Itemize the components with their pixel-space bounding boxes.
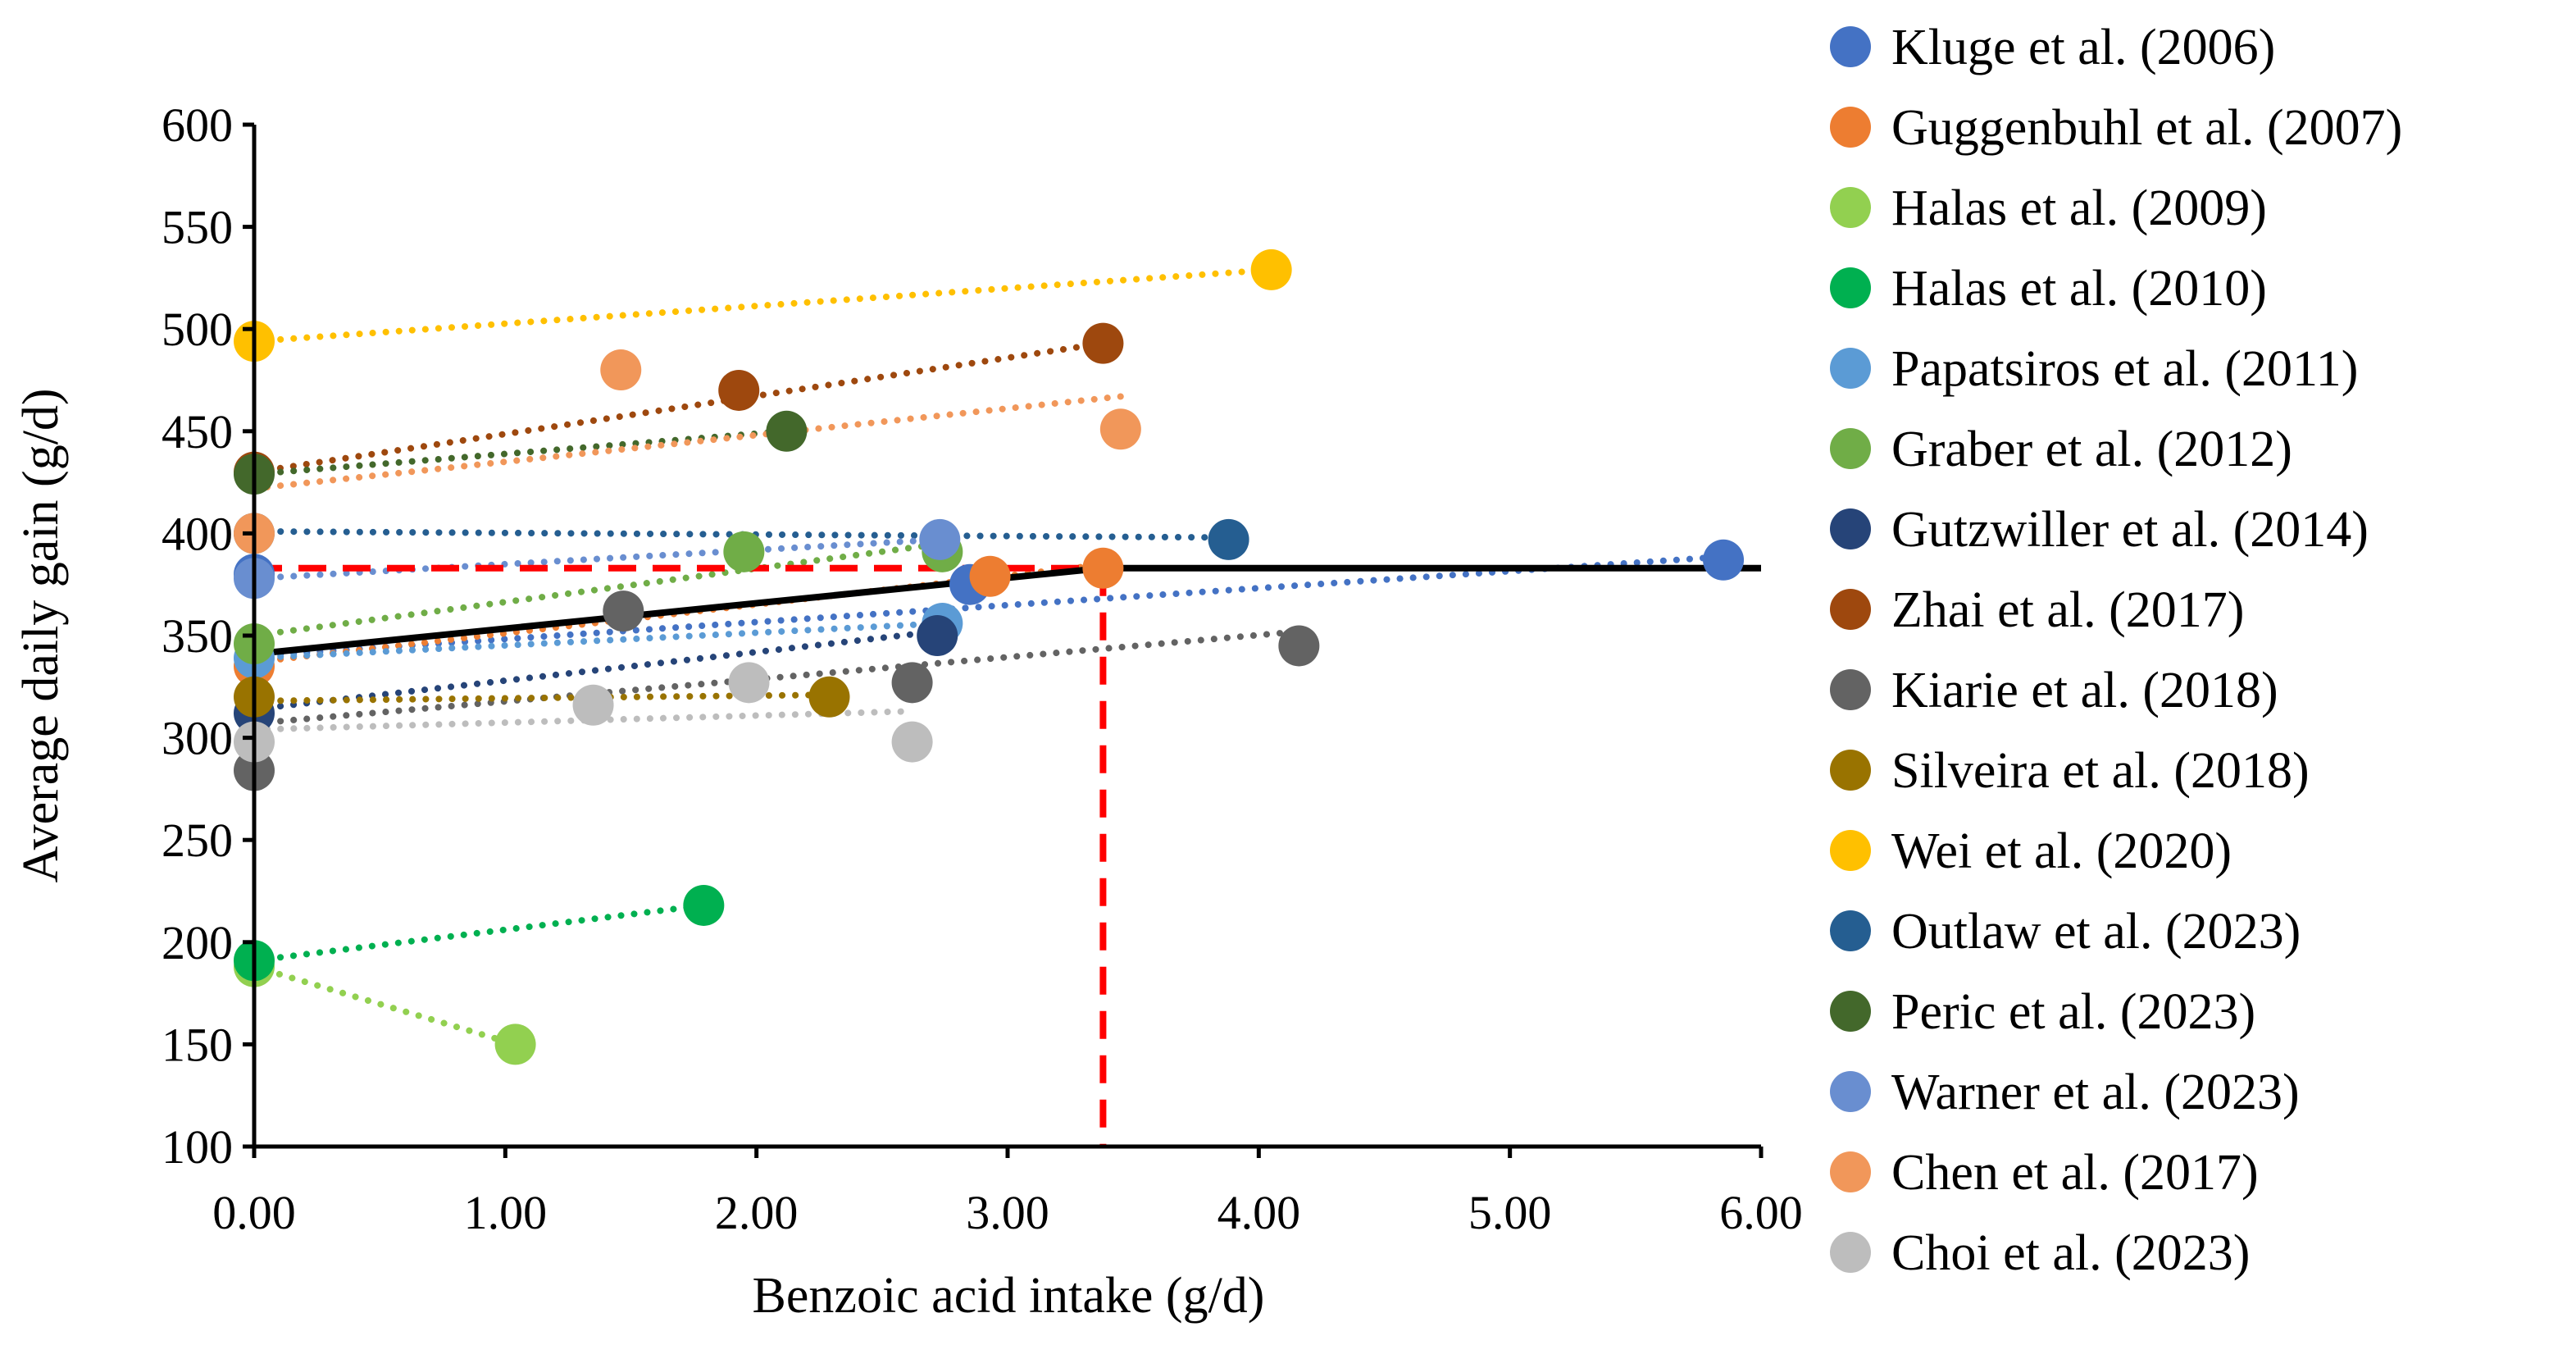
x-tick-label-1.00: 1.00 [464, 1186, 548, 1239]
breakpoint-model [253, 564, 1761, 1147]
legend-label-chen-et-al-2017: Chen et al. (2017) [1891, 1145, 2259, 1201]
legend-marker-wei-et-al-2020 [1830, 830, 1871, 871]
x-tick-label-4.00: 4.00 [1217, 1186, 1301, 1239]
y-tick-label-250: 250 [162, 814, 233, 867]
legend: Kluge et al. (2006) Guggenbuhl et al. (20… [1830, 20, 2402, 1281]
trend-line-graber-et-al-2012 [251, 540, 946, 639]
y-axis-title: Average daily gain (g/d) [13, 388, 69, 882]
legend-label-guggenbuhl-et-al-2007: Guggenbuhl et al. (2007) [1891, 100, 2402, 156]
trend-line-silveira-et-al-2018 [251, 691, 833, 704]
legend-label-silveira-et-al-2018: Silveira et al. (2018) [1891, 743, 2310, 799]
y-tick-label-550: 550 [162, 201, 233, 254]
trend-line-halas-et-al-2010 [251, 901, 708, 964]
point-peric-et-al-2023-2 [766, 410, 808, 452]
trend-line-kiarie-et-al-2018 [251, 628, 1303, 727]
point-kiarie-et-al-2018-2 [603, 590, 644, 632]
point-wei-et-al-2020-2 [1250, 248, 1292, 290]
legend-marker-kiarie-et-al-2018 [1830, 669, 1871, 710]
legend-marker-kluge-et-al-2006 [1830, 26, 1871, 67]
legend-label-kiarie-et-al-2018: Kiarie et al. (2018) [1891, 663, 2278, 718]
point-graber-et-al-2012-2 [723, 531, 765, 572]
legend-marker-halas-et-al-2009 [1830, 187, 1871, 228]
y-tick-label-150: 150 [162, 1018, 233, 1071]
point-gutzwiller-et-al-2014-2 [917, 615, 958, 656]
trend-line-zhai-et-al-2017 [251, 340, 1107, 476]
legend-label-graber-et-al-2012: Graber et al. (2012) [1891, 422, 2292, 477]
trend-line-wei-et-al-2020 [251, 266, 1275, 345]
point-warner-et-al-2023-2 [919, 518, 961, 560]
point-choi-et-al-2023-4 [891, 721, 933, 763]
legend-label-gutzwiller-et-al-2014: Gutzwiller et al. (2014) [1891, 502, 2369, 558]
trend-line-guggenbuhl-et-al-2007 [251, 560, 1112, 666]
point-outlaw-et-al-2023-2 [1208, 518, 1249, 560]
point-zhai-et-al-2017-3 [1082, 322, 1124, 364]
point-halas-et-al-2009-2 [494, 1024, 536, 1065]
legend-marker-warner-et-al-2023 [1830, 1071, 1871, 1112]
x-tick-label-2.00: 2.00 [715, 1186, 799, 1239]
legend-marker-graber-et-al-2012 [1830, 428, 1871, 469]
x-axis-title: Benzoic acid intake (g/d) [753, 1268, 1265, 1324]
y-tick-label-300: 300 [162, 712, 233, 765]
y-tick-label-350: 350 [162, 609, 233, 663]
legend-marker-peric-et-al-2023 [1830, 991, 1871, 1032]
point-silveira-et-al-2018-2 [808, 676, 850, 718]
x-tick-label-0.00: 0.00 [212, 1186, 296, 1239]
x-tick-label-6.00: 6.00 [1719, 1186, 1803, 1239]
legend-label-warner-et-al-2023: Warner et al. (2023) [1891, 1065, 2300, 1120]
legend-marker-zhai-et-al-2017 [1830, 589, 1871, 630]
axis-ticks: 100 150 200 250 300 350 400 450 500 550 600 0.00 1.0… [162, 98, 1803, 1239]
legend-marker-guggenbuhl-et-al-2007 [1830, 107, 1871, 148]
legend-label-zhai-et-al-2017: Zhai et al. (2017) [1891, 582, 2244, 638]
y-tick-label-100: 100 [162, 1120, 233, 1174]
x-tick-label-5.00: 5.00 [1468, 1186, 1552, 1239]
y-tick-label-200: 200 [162, 916, 233, 969]
point-halas-et-al-2010-2 [683, 884, 725, 926]
legend-marker-chen-et-al-2017 [1830, 1151, 1871, 1192]
y-tick-label-450: 450 [162, 405, 233, 458]
point-choi-et-al-2023-3 [728, 662, 770, 704]
point-chen-et-al-2017-2 [600, 349, 642, 391]
point-kiarie-et-al-2018-4 [1278, 625, 1320, 667]
legend-label-papatsiros-et-al-2011: Papatsiros et al. (2011) [1891, 341, 2358, 397]
trend-line-papatsiros-et-al-2011 [251, 620, 946, 662]
legend-label-halas-et-al-2010: Halas et al. (2010) [1891, 261, 2267, 317]
trend-line-kluge-et-al-2006 [251, 552, 1740, 659]
trend-line-gutzwiller-et-al-2014 [251, 628, 941, 713]
point-kluge-et-al-2006-3 [1703, 539, 1745, 581]
y-tick-label-500: 500 [162, 303, 233, 356]
legend-label-peric-et-al-2023: Peric et al. (2023) [1891, 984, 2255, 1040]
trend-lines [251, 266, 1740, 1048]
y-tick-label-600: 600 [162, 98, 233, 152]
legend-marker-silveira-et-al-2018 [1830, 750, 1871, 791]
legend-label-halas-et-al-2009: Halas et al. (2009) [1891, 180, 2267, 236]
legend-marker-papatsiros-et-al-2011 [1830, 348, 1871, 389]
legend-label-choi-et-al-2023: Choi et al. (2023) [1891, 1225, 2250, 1281]
legend-marker-gutzwiller-et-al-2014 [1830, 508, 1871, 549]
point-guggenbuhl-et-al-2007-2 [969, 555, 1011, 597]
legend-marker-halas-et-al-2010 [1830, 267, 1871, 308]
x-tick-label-3.00: 3.00 [966, 1186, 1049, 1239]
point-kiarie-et-al-2018-3 [891, 662, 933, 704]
point-zhai-et-al-2017-2 [718, 369, 760, 411]
trend-line-peric-et-al-2023 [251, 427, 790, 478]
y-tick-label-400: 400 [162, 507, 233, 560]
legend-label-outlaw-et-al-2023: Outlaw et al. (2023) [1891, 904, 2301, 960]
legend-marker-choi-et-al-2023 [1830, 1232, 1871, 1273]
legend-marker-outlaw-et-al-2023 [1830, 910, 1871, 951]
legend-label-wei-et-al-2020: Wei et al. (2020) [1891, 823, 2232, 879]
legend-label-kluge-et-al-2006: Kluge et al. (2006) [1891, 20, 2275, 75]
trend-line-warner-et-al-2023 [251, 536, 944, 582]
point-chen-et-al-2017-3 [1099, 408, 1141, 450]
point-choi-et-al-2023-2 [572, 684, 614, 726]
point-guggenbuhl-et-al-2007-3 [1082, 547, 1124, 589]
trend-line-chen-et-al-2017 [251, 393, 1124, 492]
trend-line-halas-et-al-2009 [251, 963, 519, 1048]
